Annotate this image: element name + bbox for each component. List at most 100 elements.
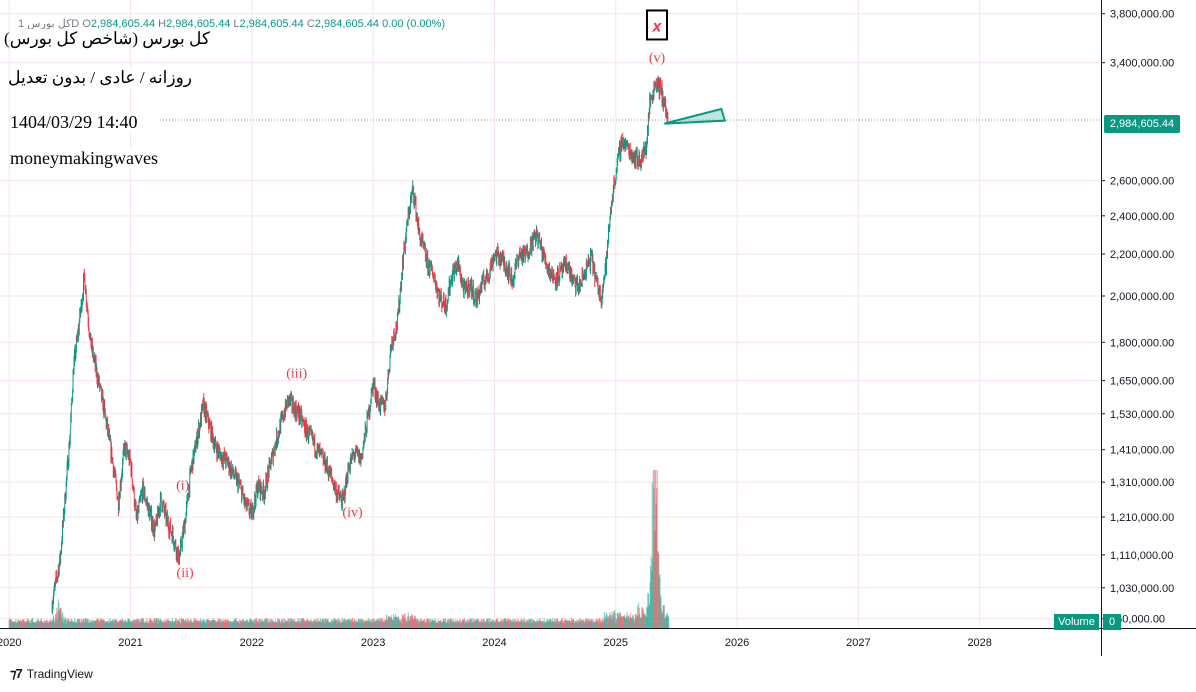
volume-bar — [312, 622, 314, 628]
volume-bar — [254, 622, 256, 628]
volume-bar — [314, 618, 317, 628]
volume-bar — [385, 614, 388, 628]
volume-bar — [205, 622, 207, 628]
volume-bar — [380, 618, 382, 628]
volume-bars — [8, 470, 670, 628]
volume-bar — [483, 621, 485, 628]
volume-bar — [72, 621, 74, 628]
volume-bar — [558, 621, 561, 628]
volume-bar — [242, 618, 245, 628]
volume-legend-label[interactable]: Volume — [1054, 614, 1099, 630]
volume-bar — [520, 621, 522, 628]
volume-bar — [503, 618, 505, 628]
volume-bar — [508, 620, 510, 628]
volume-bar — [650, 565, 652, 628]
volume-bar — [654, 530, 656, 628]
volume-bar — [43, 622, 45, 628]
volume-bar — [389, 616, 391, 628]
volume-bar — [445, 622, 448, 628]
volume-bar — [125, 621, 128, 628]
volume-bar — [517, 619, 520, 628]
volume-bar — [181, 618, 183, 628]
volume-bar — [197, 621, 199, 628]
volume-bar — [344, 620, 347, 628]
volume-bar — [261, 618, 263, 628]
volume-bar — [38, 621, 40, 628]
volume-bar — [184, 620, 187, 628]
x-marker-box[interactable] — [646, 9, 669, 41]
volume-bar — [64, 617, 67, 628]
volume-bar — [170, 620, 172, 628]
volume-bar — [331, 619, 333, 628]
volume-bar — [553, 618, 556, 628]
volume-bar — [284, 619, 287, 628]
volume-bar — [660, 598, 662, 628]
volume-bar — [664, 618, 666, 628]
volume-bar — [289, 621, 291, 628]
triangle-drawing[interactable] — [664, 107, 727, 125]
volume-bar — [21, 622, 23, 628]
volume-bar — [220, 618, 222, 628]
volume-bar — [88, 622, 91, 628]
volume-bar — [219, 622, 222, 628]
volume-bar — [63, 619, 65, 628]
volume-bar — [502, 619, 504, 628]
volume-bar — [89, 622, 91, 628]
volume-bar — [269, 621, 271, 628]
volume-bar — [337, 622, 339, 628]
volume-bar — [311, 621, 313, 628]
volume-bar — [538, 619, 540, 628]
volume-bar — [202, 619, 204, 628]
volume-bar — [101, 619, 103, 628]
volume-bar — [553, 621, 555, 628]
volume-bar — [69, 621, 71, 628]
volume-bar — [588, 620, 590, 628]
volume-bar — [296, 620, 299, 628]
volume-bar — [580, 621, 582, 628]
volume-bar — [617, 614, 620, 628]
volume-bar — [175, 618, 177, 628]
volume-bar — [443, 618, 445, 628]
volume-bar — [508, 619, 510, 628]
volume-bar — [632, 614, 634, 628]
volume-bar — [469, 618, 472, 628]
volume-bar — [242, 619, 244, 628]
volume-bar — [546, 618, 549, 628]
volume-bar — [348, 619, 350, 628]
y-axis-tick-label: 1,030,000.00 — [1110, 583, 1174, 595]
volume-bar — [214, 620, 217, 628]
volume-bar — [623, 616, 625, 628]
volume-bar — [20, 620, 22, 628]
volume-bar — [307, 619, 309, 628]
volume-bar — [435, 620, 437, 628]
tradingview-logo[interactable]: ⁊7 TradingView — [10, 666, 93, 682]
volume-bar — [296, 621, 298, 628]
volume-bar — [321, 618, 324, 628]
volume-bar — [612, 611, 615, 628]
volume-bar — [445, 621, 447, 628]
volume-bar — [157, 618, 159, 628]
volume-bar — [551, 620, 553, 628]
volume-bar — [395, 616, 397, 628]
volume-bar — [536, 619, 538, 628]
volume-bar — [105, 621, 107, 628]
volume-bar — [375, 620, 378, 628]
volume-bar — [418, 622, 420, 628]
volume-bar — [558, 621, 560, 628]
volume-bar — [84, 618, 86, 628]
volume-bar — [109, 621, 111, 628]
volume-bar — [325, 618, 327, 628]
symbol-name[interactable]: کل بورس 1D — [18, 18, 80, 30]
volume-bar — [216, 621, 218, 628]
volume-bar — [148, 618, 151, 628]
volume-bar — [644, 614, 646, 628]
volume-bar — [280, 622, 282, 628]
volume-bar — [70, 618, 73, 628]
volume-bar — [282, 622, 284, 628]
volume-bar — [518, 621, 520, 628]
volume-bar — [237, 621, 239, 628]
volume-bar — [220, 621, 223, 628]
volume-bar — [306, 619, 308, 628]
volume-bar — [593, 621, 596, 628]
